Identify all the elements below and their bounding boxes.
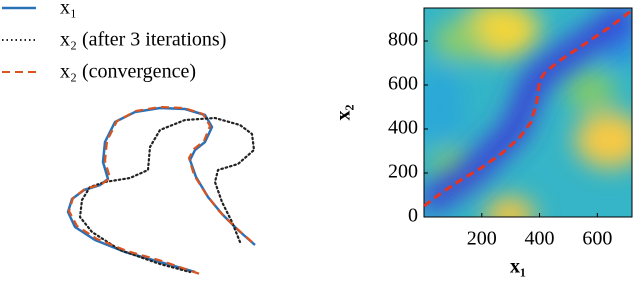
legend-label: x₁ [60, 0, 77, 19]
series-line [78, 116, 256, 274]
x-tick-label: 400 [525, 228, 555, 250]
series-line [67, 105, 253, 276]
y-tick-label: 0 [408, 205, 418, 227]
series-line [424, 9, 632, 208]
y-tick-label: 400 [388, 117, 418, 139]
x-axis-label: x₁ [510, 256, 526, 278]
y-tick-label: 200 [388, 161, 418, 183]
heatmap-background [424, 8, 632, 217]
legend-label: x₂ (after 3 iterations) [60, 29, 226, 51]
legend-label: x₂ (convergence) [60, 61, 196, 83]
plot-frame [423, 7, 633, 218]
x-tick-label: 200 [467, 228, 497, 250]
y-axis-label: x₂ [333, 105, 355, 121]
x-tick-label: 600 [582, 228, 612, 250]
y-tick-label: 800 [388, 29, 418, 51]
y-tick-label: 600 [388, 73, 418, 95]
series-line [66, 106, 256, 274]
series-group [424, 9, 632, 208]
